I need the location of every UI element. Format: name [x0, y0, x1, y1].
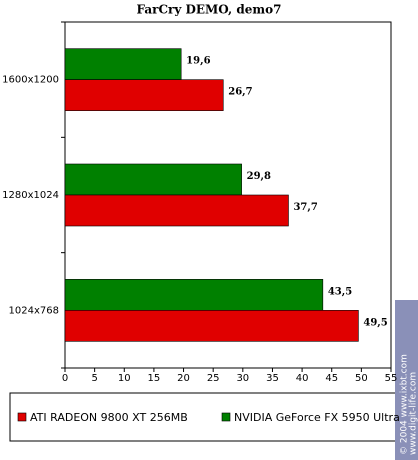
value-label: 43,5	[328, 286, 352, 297]
x-tick-label: 15	[148, 373, 161, 384]
watermark-line: © 2004 www.ixbt.com	[400, 354, 410, 455]
bar	[64, 310, 359, 342]
value-label: 19,6	[186, 56, 210, 67]
value-label: 29,8	[247, 171, 271, 182]
bar	[64, 194, 289, 227]
bar	[64, 163, 242, 196]
x-tick-label: 55	[385, 373, 398, 384]
value-label: 37,7	[293, 202, 317, 213]
x-tick-label: 50	[355, 373, 368, 384]
legend-box	[9, 392, 418, 442]
y-tick-label: 1280x1024	[2, 190, 59, 201]
watermark-bg	[395, 300, 418, 460]
x-tick-label: 5	[91, 373, 97, 384]
x-tick-label: 0	[62, 373, 68, 384]
x-tick-label: 35	[266, 373, 279, 384]
legend-label: ATI RADEON 9800 XT 256MB	[30, 411, 188, 424]
x-tick-label: 25	[207, 373, 220, 384]
y-tick-label: 1024x768	[9, 305, 59, 316]
watermark: © 2004 www.ixbt.com www.digit-life.com	[395, 300, 418, 460]
x-tick-label: 30	[236, 373, 249, 384]
bar	[64, 79, 224, 111]
bar	[64, 48, 182, 80]
x-tick-label: 45	[325, 373, 338, 384]
chart-title: FarCry DEMO, demo7	[136, 3, 281, 17]
bar	[64, 279, 324, 311]
watermark-line: www.digit-life.com	[409, 372, 418, 455]
x-tick-label: 40	[296, 373, 309, 384]
value-label: 26,7	[228, 87, 252, 98]
value-label: 49,5	[363, 317, 387, 328]
y-tick-label: 1600x1200	[2, 75, 59, 86]
x-tick-label: 10	[118, 373, 131, 384]
legend-swatch	[17, 412, 27, 422]
legend-swatch	[221, 412, 231, 422]
legend-label: NVIDIA GeForce FX 5950 Ultra	[234, 411, 400, 424]
x-tick-label: 20	[177, 373, 190, 384]
